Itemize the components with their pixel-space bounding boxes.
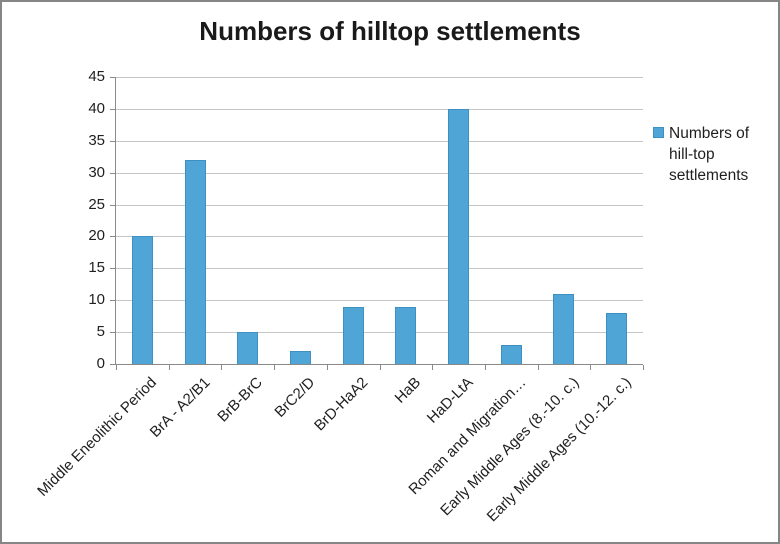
y-axis-tick-label: 15: [88, 259, 105, 277]
gridline: [116, 172, 643, 174]
x-axis-tick: [116, 365, 117, 370]
x-axis-tick: [379, 365, 381, 370]
legend-label: Numbers of hill-top settlements: [669, 125, 750, 184]
y-axis-tick-label: 20: [88, 227, 105, 245]
x-axis-tick: [484, 365, 486, 370]
gridline: [116, 332, 643, 334]
y-axis-tick-label: 40: [88, 99, 105, 117]
y-axis-tick-label: 45: [88, 68, 105, 85]
y-axis-tick: [110, 77, 115, 78]
bar: [448, 108, 470, 364]
y-axis-tick-label: 10: [88, 291, 105, 309]
y-axis-tick-label: 0: [96, 355, 105, 372]
bar: [500, 344, 522, 364]
y-axis-tick: [110, 140, 115, 142]
x-axis-tick: [274, 365, 276, 370]
bar: [184, 159, 206, 364]
x-axis-tick: [221, 365, 223, 370]
gridline: [116, 300, 643, 302]
bar: [553, 293, 575, 364]
plot-area: [110, 77, 644, 370]
gridline: [116, 236, 643, 238]
bar: [131, 236, 153, 364]
bar: [606, 312, 628, 364]
y-axis-tick-label: 30: [88, 163, 105, 181]
y-axis-tick: [110, 172, 115, 174]
y-axis-tick-label: 35: [88, 131, 105, 149]
gridline: [116, 108, 643, 110]
x-axis-tick: [643, 365, 644, 370]
gridline: [116, 204, 643, 206]
y-axis-tick: [110, 236, 115, 238]
y-axis-tick-label: 5: [96, 323, 105, 341]
x-axis-tick: [590, 365, 592, 370]
x-axis-tick: [168, 365, 170, 370]
x-axis-tick: [432, 365, 434, 370]
y-axis-tick: [110, 332, 115, 334]
x-axis-tick: [326, 365, 328, 370]
bar: [237, 332, 259, 364]
legend: Numbers of hill-top settlements: [653, 123, 761, 186]
y-axis-tick: [110, 364, 115, 365]
y-axis-tick: [110, 300, 115, 302]
legend-swatch-icon: [653, 127, 664, 138]
gridline: [116, 77, 643, 78]
bar: [342, 306, 364, 364]
y-axis-tick: [110, 204, 115, 206]
bar: [395, 306, 417, 364]
y-axis-tick: [110, 108, 115, 110]
gridline: [116, 268, 643, 270]
gridline: [116, 140, 643, 142]
y-axis-tick-label: 25: [88, 195, 105, 213]
bar: [289, 351, 311, 364]
y-axis-tick: [110, 268, 115, 270]
x-axis-tick: [537, 365, 539, 370]
chart-title: Numbers of hilltop settlements: [199, 16, 581, 46]
